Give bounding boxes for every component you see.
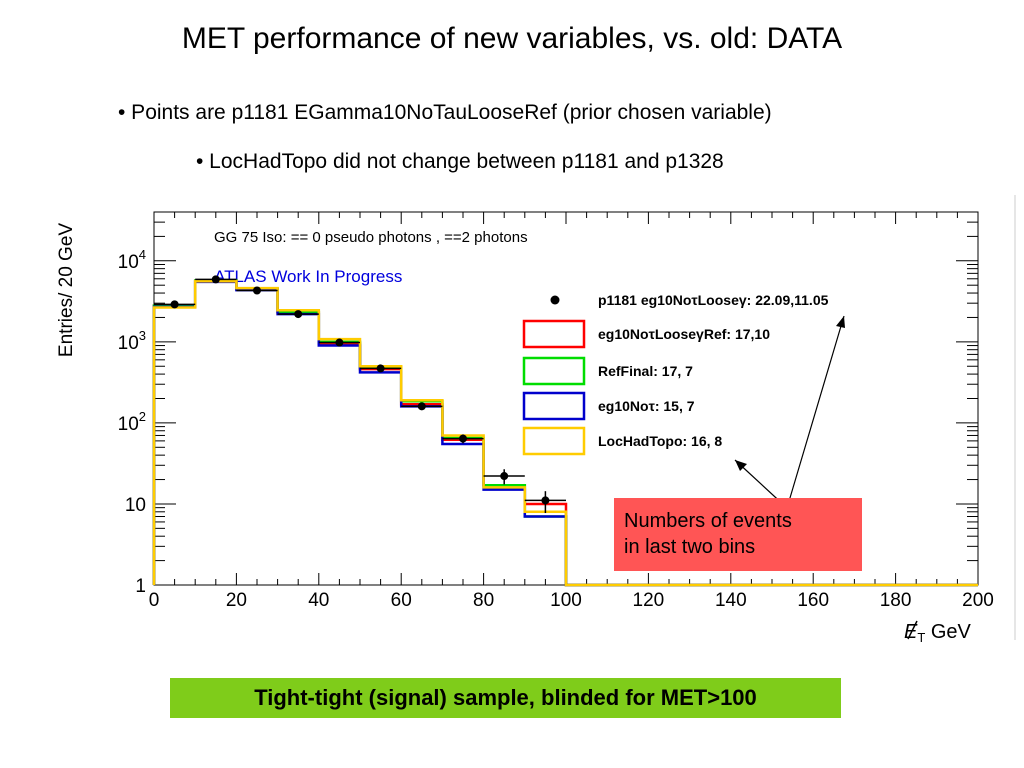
callout-line-2: in last two bins <box>624 536 756 558</box>
data-point <box>500 472 509 481</box>
x-tick-label: 200 <box>962 590 994 611</box>
data-point <box>376 364 385 373</box>
y-axis-label: Entries/ 20 GeV <box>56 223 77 357</box>
callout-arrow-line-1 <box>786 315 845 509</box>
data-point <box>459 434 467 443</box>
y-tick-label: 1 <box>135 576 146 597</box>
x-tick-label: 120 <box>633 590 665 611</box>
legend-label: p1181 eg10NoτLooseγ: 22.09,11.05 <box>598 292 829 308</box>
y-tick-label: 103 <box>118 328 146 354</box>
selection-annotation: GG 75 Iso: == 0 pseudo photons , ==2 pho… <box>214 229 528 246</box>
y-tick-label: 104 <box>118 247 146 273</box>
atlas-annotation: ATLAS Work In Progress <box>214 267 402 286</box>
legend-label: eg10Noτ: 15, 7 <box>598 398 695 414</box>
callout-arrow-head-2 <box>735 460 747 471</box>
x-tick-label: 0 <box>149 590 160 611</box>
x-axis-label: ET GeV <box>904 621 972 645</box>
y-tick-label: 102 <box>118 409 146 435</box>
data-point <box>170 300 179 309</box>
legend-label: eg10NoτLooseγRef: 17,10 <box>598 326 770 342</box>
y-tick-label: 10 <box>125 495 146 516</box>
legend-marker-box <box>522 319 586 349</box>
x-tick-label: 40 <box>308 590 329 611</box>
legend-marker-box <box>522 426 586 456</box>
data-point <box>335 338 344 347</box>
bullet-points-description: • Points are p1181 EGamma10NoTauLooseRef… <box>118 101 772 124</box>
data-point <box>417 402 426 411</box>
footer-banner: Tight-tight (signal) sample, blinded for… <box>170 678 841 718</box>
callout-box: Numbers of events in last two bins <box>614 498 862 571</box>
legend-label: LocHadTopo: 16, 8 <box>598 433 722 449</box>
x-tick-label: 100 <box>550 590 582 611</box>
x-tick-label: 180 <box>880 590 912 611</box>
x-tick-label: 140 <box>715 590 747 611</box>
x-tick-label: 80 <box>473 590 494 611</box>
x-label-slash <box>907 620 918 640</box>
slide-title: MET performance of new variables, vs. ol… <box>181 22 843 55</box>
x-tick-label: 160 <box>797 590 829 611</box>
x-tick-label: 20 <box>226 590 247 611</box>
data-point <box>541 496 550 505</box>
data-point <box>294 310 303 319</box>
data-point <box>211 275 220 284</box>
data-point <box>253 286 261 295</box>
x-tick-label: 60 <box>391 590 412 611</box>
legend-label: RefFinal: 17, 7 <box>598 363 693 379</box>
callout-line-1: Numbers of events <box>624 510 792 532</box>
legend-marker-point <box>550 295 560 305</box>
legend-marker-box <box>522 391 586 421</box>
legend-marker-box <box>522 356 586 386</box>
met-histogram-plot: 0 20 40 60 80 100 120 140 160 180 200 1 10 102 103 104 E… <box>56 195 1016 645</box>
callout-arrow-head-1 <box>836 316 845 328</box>
bullet-lochadtopo-note: • LocHadTopo did not change between p118… <box>196 150 724 173</box>
